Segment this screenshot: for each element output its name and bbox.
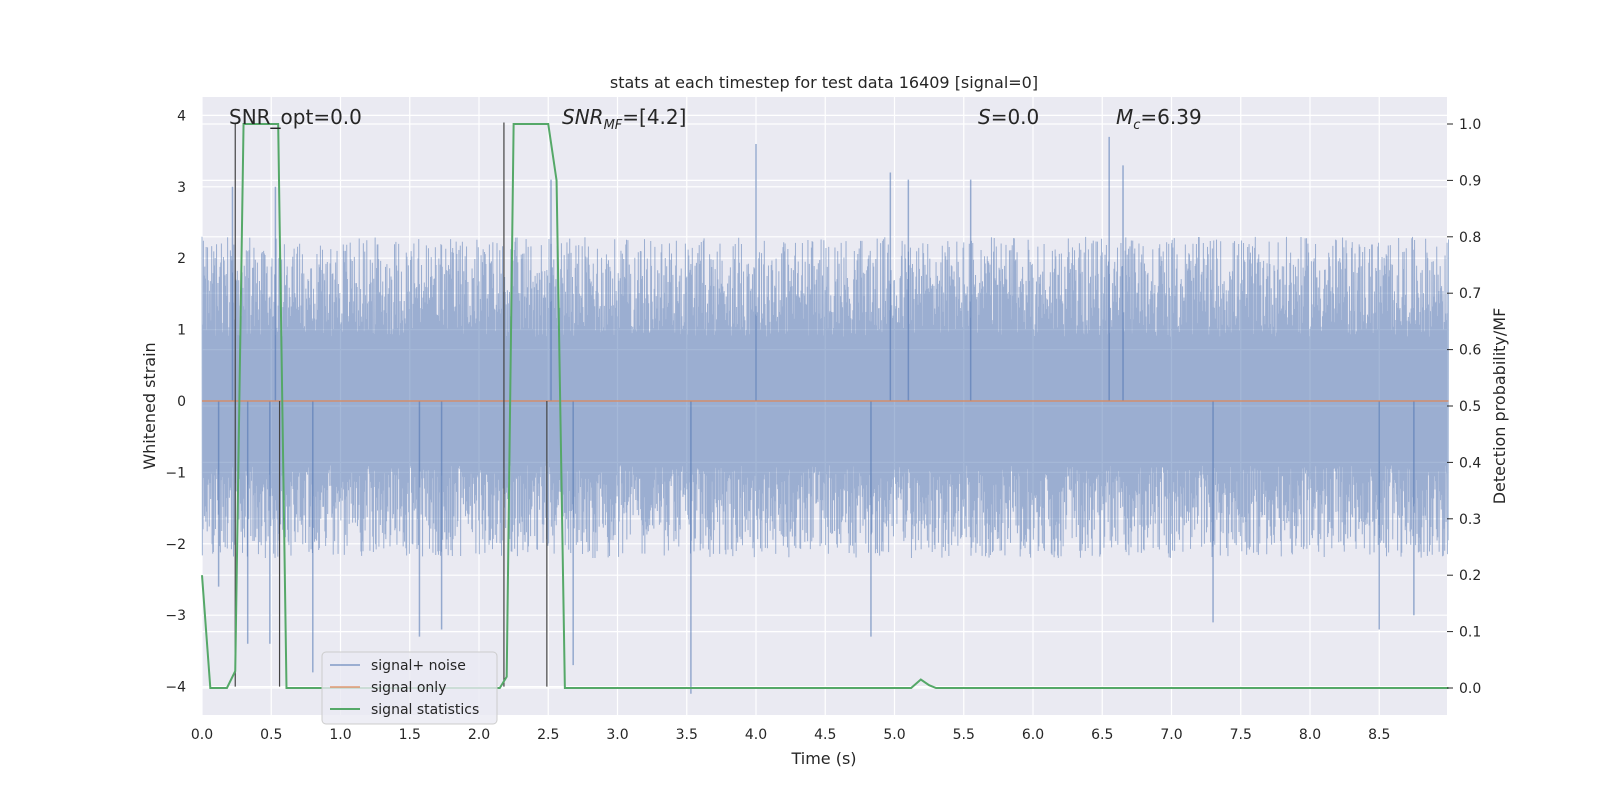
y-left-tick-label: −1 [165,465,186,481]
annotation-s-symbol: S [978,105,991,129]
x-tick-label: 8.5 [1368,727,1390,743]
y-right-tick-label: 0.3 [1459,512,1481,528]
annotation-mc: Mc=6.39 [1116,105,1202,133]
annotation-snr-mf-subscript: MF [604,118,623,133]
annotation-s: S=0.0 [978,105,1039,129]
y-right-tick-labels: 1.0 0.9 0.8 0.7 0.6 0.5 0.4 0.3 0.2 0.1 0.0 [1447,117,1481,697]
annotation-mc-symbol: M [1116,105,1133,129]
y-right-tick-label: 0.9 [1459,173,1481,189]
signal-noise-series [201,136,1449,694]
x-tick-label: 8.0 [1299,727,1321,743]
noise-line [201,236,1449,559]
y-left-tick-label: −4 [165,680,186,696]
x-tick-label: 7.5 [1230,727,1252,743]
x-tick-label: 1.5 [399,727,421,743]
annotation-snr-mf-symbol: SNR [562,105,604,129]
y-right-tick-label: 0.2 [1459,568,1481,584]
annotation-mc-subscript: c [1133,118,1140,133]
y-left-tick-label: −3 [165,608,186,624]
legend-box [321,651,498,725]
y-right-tick-label: 0.0 [1459,681,1481,697]
x-tick-label: 5.5 [953,727,975,743]
y-right-tick-label: 0.5 [1459,399,1481,415]
annotation-snr-mf-value: =[4.2] [622,105,686,129]
annotation-snr-opt: SNR_opt=0.0 [229,105,362,129]
y-left-tick-label: −2 [165,537,186,553]
y-left-tick-label: 0 [177,394,186,410]
x-tick-label: 3.5 [676,727,698,743]
x-axis-label: Time (s) [790,749,856,768]
x-tick-label: 3.0 [606,727,628,743]
y-left-tick-label: 4 [177,108,186,124]
y-right-tick-label: 1.0 [1459,117,1481,133]
x-tick-label: 0.5 [260,727,282,743]
signal-statistics-line [201,123,1449,689]
x-tick-label: 2.0 [468,727,490,743]
annotation-snr-mf: SNRMF=[4.2] [562,105,686,133]
x-tick-label: 6.0 [1022,727,1044,743]
x-tick-label: 2.5 [537,727,559,743]
legend-label-statistics: signal statistics [371,702,479,718]
y-left-axis-label: Whitened strain [140,342,159,469]
y-right-axis-label: Detection probability/MF [1490,308,1509,505]
legend: signal+ noise signal only signal statist… [321,651,498,725]
chart-title: stats at each timestep for test data 164… [610,73,1038,92]
x-tick-label: 6.5 [1091,727,1113,743]
y-right-tick-label: 0.1 [1459,625,1481,641]
y-right-tick-label: 0.4 [1459,455,1481,471]
signal-statistics-series [201,123,1449,689]
y-right-tick-label: 0.6 [1459,343,1481,359]
annotation-s-value: =0.0 [991,105,1040,129]
x-tick-label: 4.0 [745,727,767,743]
x-tick-label: 7.0 [1160,727,1182,743]
y-right-tick-label: 0.7 [1459,286,1481,302]
x-tick-label: 1.0 [329,727,351,743]
x-tick-label: 0.0 [191,727,213,743]
y-left-tick-label: 1 [177,323,186,339]
y-left-tick-labels: 4 3 2 1 0 −1 −2 −3 −4 [165,108,186,695]
legend-label-signal: signal only [371,680,446,696]
legend-label-noise: signal+ noise [371,658,466,674]
x-tick-labels: 0.0 0.5 1.0 1.5 2.0 2.5 3.0 3.5 4.0 4.5 5.0 5.5 6.0 6… [191,727,1391,743]
y-left-tick-label: 3 [177,180,186,196]
y-right-tick-label: 0.8 [1459,230,1481,246]
y-left-tick-label: 2 [177,251,186,267]
vertical-markers [234,122,548,687]
annotation-mc-value: =6.39 [1140,105,1201,129]
x-tick-label: 5.0 [883,727,905,743]
x-tick-label: 4.5 [814,727,836,743]
